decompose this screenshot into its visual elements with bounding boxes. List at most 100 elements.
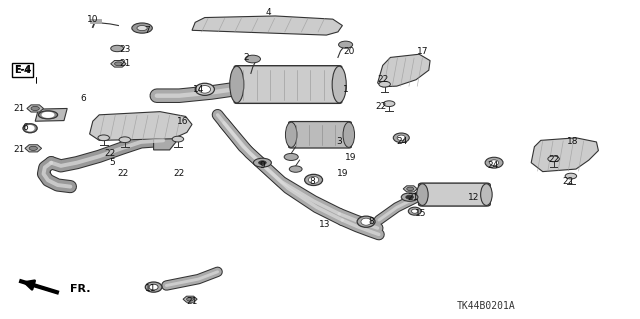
Ellipse shape	[230, 66, 244, 103]
Text: 14: 14	[193, 85, 204, 94]
Text: TK44B0201A: TK44B0201A	[457, 300, 516, 311]
Text: 22: 22	[548, 155, 559, 164]
Ellipse shape	[332, 66, 346, 103]
Ellipse shape	[397, 135, 406, 141]
Circle shape	[245, 55, 260, 63]
Text: 24: 24	[396, 137, 408, 146]
Circle shape	[406, 195, 413, 199]
Polygon shape	[531, 138, 598, 172]
Ellipse shape	[490, 160, 499, 166]
Text: 21: 21	[13, 104, 25, 113]
Circle shape	[259, 161, 266, 165]
Ellipse shape	[199, 85, 211, 93]
Text: 4: 4	[266, 8, 271, 17]
Text: 21: 21	[13, 145, 25, 154]
Circle shape	[132, 23, 152, 33]
Text: 17: 17	[417, 47, 428, 56]
Polygon shape	[183, 296, 197, 302]
Text: 23: 23	[119, 45, 131, 54]
Circle shape	[401, 193, 418, 201]
Circle shape	[565, 173, 577, 179]
Ellipse shape	[308, 176, 319, 183]
Text: E-4: E-4	[15, 66, 29, 75]
FancyBboxPatch shape	[289, 122, 351, 148]
Circle shape	[253, 158, 271, 167]
Circle shape	[379, 81, 390, 87]
Circle shape	[172, 136, 184, 142]
Ellipse shape	[357, 216, 375, 227]
Text: 10: 10	[87, 15, 99, 24]
Text: 21: 21	[119, 59, 131, 68]
Ellipse shape	[42, 113, 54, 117]
Circle shape	[98, 135, 109, 141]
Circle shape	[339, 41, 353, 48]
Text: 8: 8	[369, 217, 374, 226]
Text: 24: 24	[487, 161, 499, 170]
Circle shape	[31, 106, 40, 110]
Text: 22: 22	[173, 169, 185, 178]
Text: 5: 5	[109, 158, 115, 167]
Circle shape	[115, 62, 122, 66]
Polygon shape	[378, 54, 430, 87]
Ellipse shape	[285, 122, 297, 147]
Ellipse shape	[145, 282, 162, 292]
FancyBboxPatch shape	[419, 183, 490, 206]
Ellipse shape	[23, 124, 37, 133]
Polygon shape	[403, 186, 417, 192]
Ellipse shape	[26, 126, 34, 131]
Circle shape	[383, 101, 395, 107]
Polygon shape	[27, 105, 44, 112]
Ellipse shape	[417, 184, 428, 205]
Ellipse shape	[195, 83, 214, 95]
Text: 7: 7	[145, 26, 150, 35]
Text: 6: 6	[23, 123, 28, 132]
Ellipse shape	[408, 207, 421, 215]
Polygon shape	[154, 134, 176, 150]
Text: 16: 16	[177, 117, 188, 126]
Ellipse shape	[393, 133, 410, 143]
Polygon shape	[90, 112, 192, 140]
Circle shape	[29, 146, 37, 150]
Text: 9: 9	[260, 161, 265, 170]
Text: 22: 22	[563, 177, 574, 186]
Text: 6: 6	[81, 94, 86, 103]
Polygon shape	[111, 61, 126, 67]
Text: 21: 21	[407, 193, 419, 202]
Circle shape	[137, 26, 147, 31]
Ellipse shape	[149, 284, 158, 290]
Text: 22: 22	[117, 169, 129, 178]
Circle shape	[548, 156, 559, 162]
Text: 8: 8	[310, 177, 315, 186]
Text: 2: 2	[244, 53, 249, 62]
Ellipse shape	[412, 209, 418, 213]
Text: 22: 22	[377, 75, 388, 84]
Text: 3: 3	[337, 137, 342, 146]
Polygon shape	[25, 145, 42, 152]
Text: 19: 19	[337, 169, 348, 178]
Text: 21: 21	[186, 297, 198, 306]
Circle shape	[407, 187, 414, 191]
Circle shape	[187, 297, 193, 301]
Ellipse shape	[38, 111, 58, 119]
Circle shape	[284, 153, 298, 160]
Text: 22: 22	[104, 149, 116, 158]
Ellipse shape	[485, 157, 503, 168]
FancyBboxPatch shape	[234, 66, 342, 103]
Circle shape	[119, 137, 131, 143]
Text: 20: 20	[343, 47, 355, 56]
Ellipse shape	[305, 174, 323, 186]
Text: E-4: E-4	[13, 65, 31, 75]
Text: 15: 15	[415, 209, 427, 218]
Circle shape	[111, 45, 124, 52]
Circle shape	[289, 166, 302, 172]
Ellipse shape	[481, 184, 492, 205]
Text: 1: 1	[343, 85, 348, 94]
Text: 19: 19	[345, 153, 356, 162]
Ellipse shape	[361, 218, 371, 225]
Polygon shape	[192, 16, 342, 35]
Bar	[90, 19, 101, 23]
Text: 13: 13	[319, 220, 331, 229]
Text: 11: 11	[145, 284, 156, 293]
Polygon shape	[35, 108, 67, 121]
Text: 18: 18	[567, 137, 579, 146]
